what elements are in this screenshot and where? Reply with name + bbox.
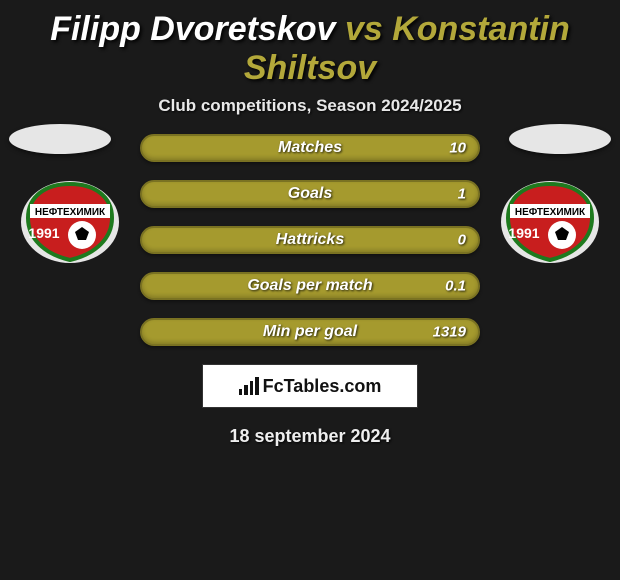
crest-year: 1991 <box>508 225 539 241</box>
stat-value-right: 1 <box>458 186 466 203</box>
crest-band-text: НЕФТЕХИМИК <box>515 207 586 218</box>
player1-club-crest: НЕФТЕХИМИК 1991 <box>20 180 120 264</box>
stat-value-right: 1319 <box>433 324 466 341</box>
stat-row-matches: Matches 10 <box>140 134 480 162</box>
brand-text: FcTables.com <box>263 376 382 397</box>
brand-badge: FcTables.com <box>202 364 418 408</box>
comparison-card: Filipp Dvoretskov vs Konstantin Shiltsov… <box>0 0 620 447</box>
stat-row-goals: Goals 1 <box>140 180 480 208</box>
stat-label: Hattricks <box>276 231 344 249</box>
stat-value-right: 0.1 <box>445 278 466 295</box>
page-title: Filipp Dvoretskov vs Konstantin Shiltsov <box>0 0 620 90</box>
date-label: 18 september 2024 <box>0 408 620 447</box>
stat-label: Min per goal <box>263 323 357 341</box>
stat-value-right: 10 <box>449 140 466 157</box>
crest-band-text: НЕФТЕХИМИК <box>35 207 106 218</box>
player2-club-crest: НЕФТЕХИМИК 1991 <box>500 180 600 264</box>
stat-label: Goals <box>288 185 332 203</box>
crest-year: 1991 <box>28 225 59 241</box>
stat-row-min-per-goal: Min per goal 1319 <box>140 318 480 346</box>
stat-value-right: 0 <box>458 232 466 249</box>
stat-row-hattricks: Hattricks 0 <box>140 226 480 254</box>
stat-label: Goals per match <box>247 277 372 295</box>
stat-label: Matches <box>278 139 342 157</box>
player1-name: Filipp Dvoretskov <box>50 10 335 48</box>
vs-label: vs <box>345 10 383 48</box>
stat-row-goals-per-match: Goals per match 0.1 <box>140 272 480 300</box>
bars-icon <box>239 377 259 395</box>
